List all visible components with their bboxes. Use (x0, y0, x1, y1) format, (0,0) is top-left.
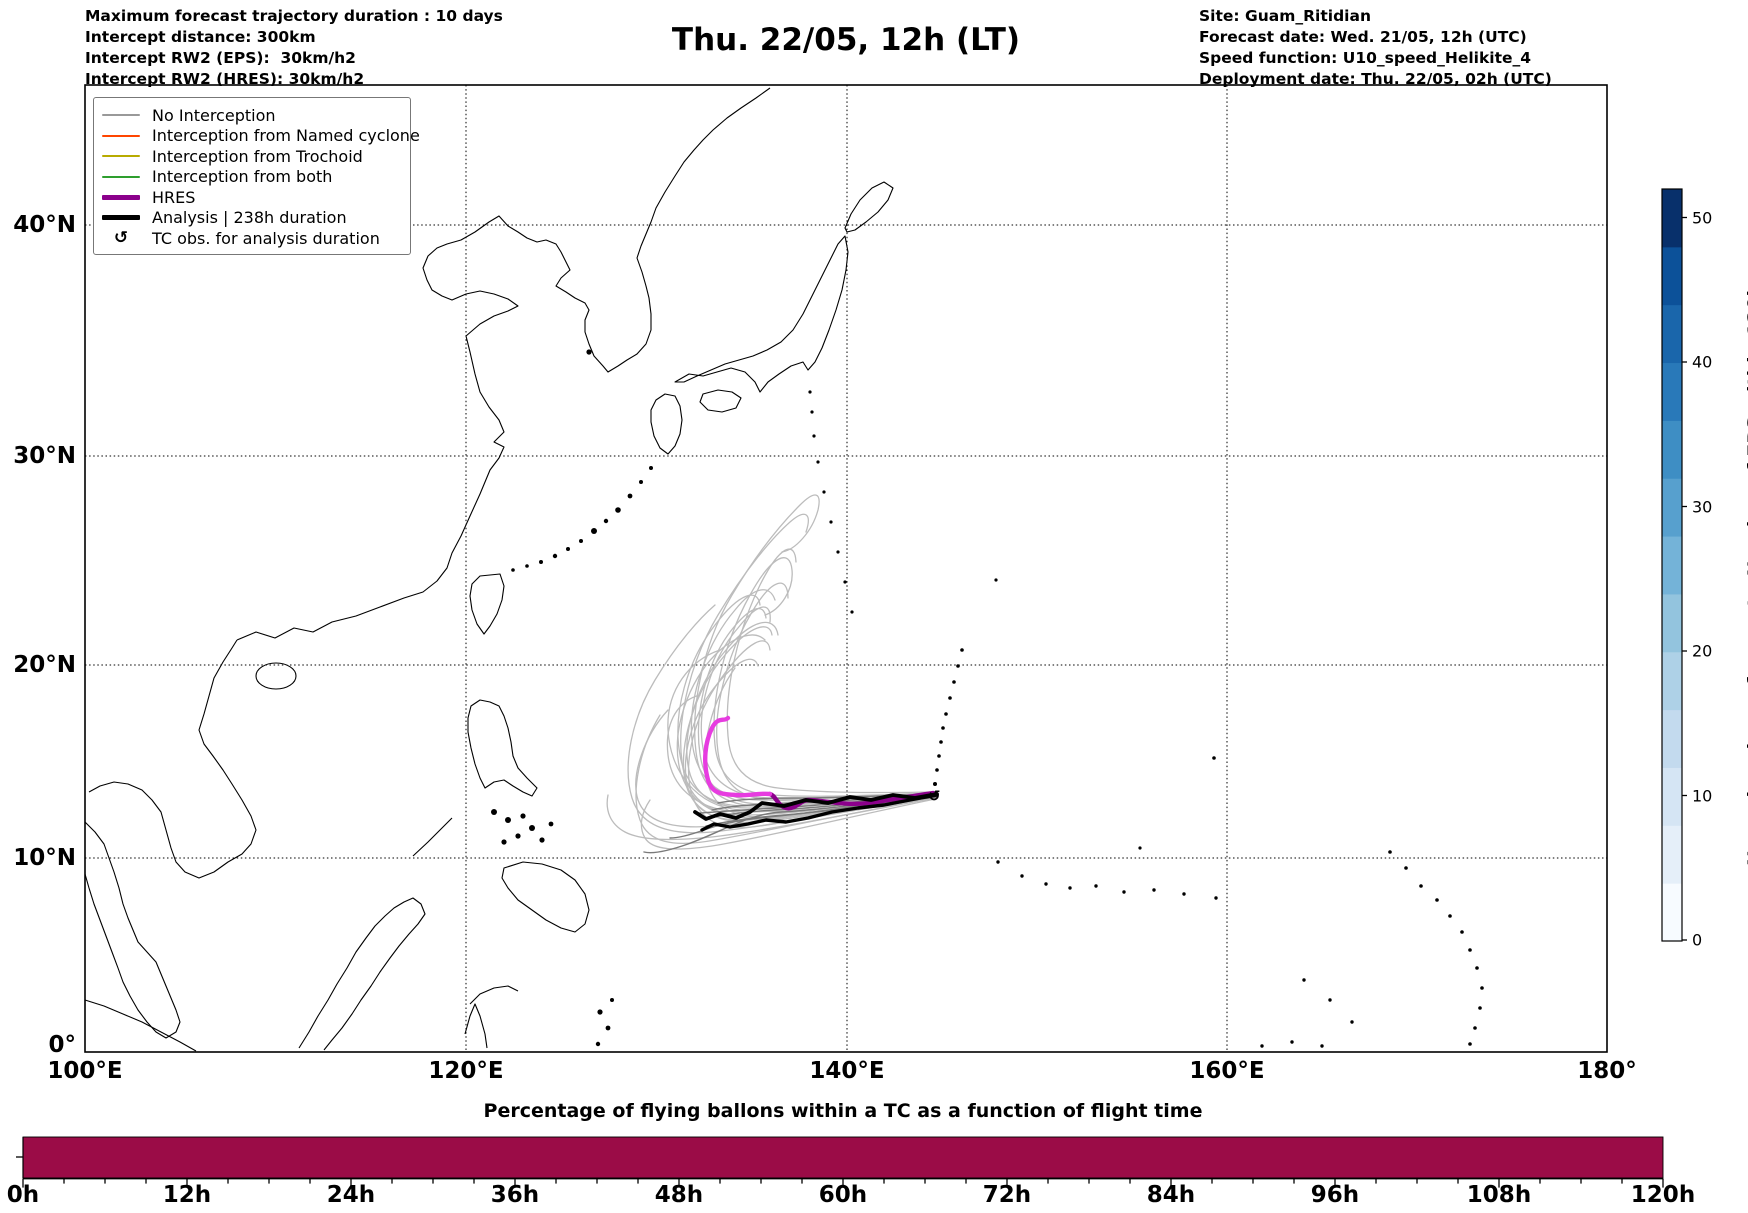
hour-label-60h: 60h (818, 1182, 868, 1208)
colorbar-tick-label-40: 40 (1692, 352, 1713, 372)
colorbar-tick-label-20: 20 (1692, 641, 1713, 661)
header-left-line-2: Intercept RW2 (EPS): 30km/h2 (85, 49, 356, 67)
hour-label-24h: 24h (326, 1182, 376, 1208)
legend-item-0: No Interception (102, 105, 402, 126)
colorbar-band-10 (1662, 304, 1682, 364)
header-right-line-3: Deployment date: Thu. 22/05, 02h (UTC) (1199, 70, 1552, 88)
legend-item-label: TC obs. for analysis duration (152, 228, 380, 248)
header-left-line-1: Intercept distance: 300km (85, 28, 316, 46)
lat-label-40°N: 40°N (13, 212, 76, 238)
header-right-block: Site: Guam_Ritidian Forecast date: Wed. 2… (1199, 6, 1552, 90)
colorbar-band-1 (1662, 825, 1682, 884)
lon-label-140°E: 140°E (809, 1058, 885, 1084)
hour-label-48h: 48h (654, 1182, 704, 1208)
colorbar (1662, 189, 1682, 942)
colorbar-tick-label-30: 30 (1692, 497, 1713, 516)
colorbar-band-4 (1662, 651, 1682, 711)
lon-label-160°E: 160°E (1189, 1058, 1265, 1084)
lat-label-30°N: 30°N (13, 443, 76, 469)
hour-label-108h: 108h (1466, 1182, 1532, 1208)
colorbar-band-12 (1662, 189, 1682, 248)
colorbar-band-3 (1662, 709, 1682, 768)
legend-line-swatch (102, 114, 140, 117)
tc-obs-marker: ↺ (928, 787, 941, 805)
colorbar-band-6 (1662, 536, 1682, 595)
flight-time-bar-chart (16, 1136, 1664, 1188)
tc-obs-icon: ↺ (102, 228, 140, 249)
legend-item-5: Analysis | 238h duration (102, 208, 402, 229)
map-border (84, 84, 1608, 1053)
legend-line (102, 114, 140, 117)
colorbar-border (1661, 188, 1683, 942)
legend-line (102, 155, 140, 158)
colorbar-band-7 (1662, 478, 1682, 537)
full-duration-bar (22, 1136, 1664, 1179)
legend-item-3: Interception from both (102, 167, 402, 188)
lon-label-100°E: 100°E (47, 1058, 123, 1084)
hour-label-96h: 96h (1310, 1182, 1360, 1208)
colorbar-ticks (1682, 216, 1687, 941)
analysis-track-main (693, 792, 939, 821)
legend-line-swatch (102, 175, 140, 178)
header-right-line-2: Speed function: U10_speed_Helikite_4 (1199, 49, 1532, 67)
bar-chart-title: Percentage of flying ballons within a TC… (483, 1100, 1203, 1122)
legend-line-swatch (102, 215, 140, 221)
island-dots (491, 349, 1484, 1048)
header-left-line-0: Maximum forecast trajectory duration : 1… (85, 7, 503, 25)
header-left-block: Maximum forecast trajectory duration : 1… (85, 6, 503, 90)
colorbar-band-8 (1662, 420, 1682, 479)
legend-item-label: No Interception (152, 105, 276, 125)
legend-item-label: HRES (152, 187, 196, 207)
hour-label-120h: 120h (1630, 1182, 1696, 1208)
legend-line (102, 194, 140, 200)
legend-line-swatch (102, 155, 140, 158)
lat-label-20°N: 20°N (13, 652, 76, 678)
legend-line (102, 175, 140, 178)
header-right-line-1: Forecast date: Wed. 21/05, 12h (UTC) (1199, 28, 1527, 46)
header-right-line-0: Site: Guam_Ritidian (1199, 7, 1371, 25)
colorbar-tick-label-50: 50 (1692, 208, 1713, 227)
colorbar-band-11 (1662, 246, 1682, 306)
colorbar-band-2 (1662, 767, 1682, 826)
colorbar-band-0 (1662, 883, 1682, 942)
colorbar-tick-label-0: 0 (1692, 930, 1703, 950)
hres-track-late (703, 715, 773, 798)
colorbar-band-9 (1662, 362, 1682, 421)
legend-item-2: Interception from Trochoid (102, 146, 402, 167)
hour-label-12h: 12h (162, 1182, 212, 1208)
page-title: Thu. 22/05, 12h (LT) (671, 22, 1021, 58)
legend-line (102, 215, 140, 221)
coastlines (84, 87, 894, 1052)
legend-item-label: Analysis | 238h duration (152, 208, 347, 228)
hour-label-36h: 36h (490, 1182, 540, 1208)
legend-item-label: Interception from both (152, 167, 333, 187)
legend-item-label: Interception from Trochoid (152, 146, 363, 166)
legend-item-1: Interception from Named cyclone (102, 126, 420, 147)
legend-line-swatch (102, 194, 140, 200)
lat-label-10°N: 10°N (13, 845, 76, 871)
legend-line (102, 134, 140, 137)
legend-line-swatch (102, 134, 140, 137)
map-legend: No Interception Interception from Named c… (93, 97, 420, 255)
lon-label-180°: 180° (1577, 1058, 1637, 1084)
legend-item-6: ↺ TC obs. for analysis duration (102, 228, 402, 249)
hour-label-72h: 72h (982, 1182, 1032, 1208)
hour-label-0h: 0h (6, 1182, 40, 1208)
header-left-line-3: Intercept RW2 (HRES): 30km/h2 (85, 70, 365, 88)
colorbar-band-5 (1662, 593, 1682, 653)
legend-item-4: HRES (102, 187, 402, 208)
colorbar-axis-label: Named cyclones forecast - Number of EPS … (1744, 264, 1748, 866)
colorbar-tick-label-10: 10 (1692, 786, 1713, 805)
legend-item-label: Interception from Named cyclone (152, 126, 420, 146)
tc-obs-icon-glyph: ↺ (113, 228, 129, 249)
analysis-track-branch (700, 793, 939, 832)
lon-label-120°E: 120°E (428, 1058, 504, 1084)
lat-label-0°: 0° (48, 1032, 76, 1058)
hour-label-84h: 84h (1146, 1182, 1196, 1208)
